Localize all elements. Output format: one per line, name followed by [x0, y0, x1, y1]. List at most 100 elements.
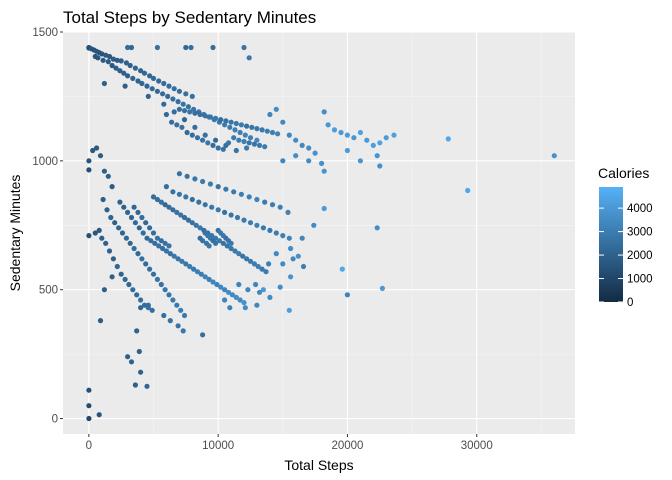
data-point: [176, 171, 182, 177]
data-point: [238, 122, 244, 128]
data-point: [149, 86, 155, 92]
data-point: [141, 70, 148, 76]
data-point: [162, 202, 168, 208]
data-point: [267, 111, 273, 118]
data-point: [135, 251, 141, 257]
data-point: [128, 214, 135, 221]
legend-ticks: 0 1000 2000 3000 4000: [599, 203, 653, 309]
data-point: [236, 281, 242, 288]
x-tick-label: 10000: [202, 440, 234, 452]
data-point: [178, 307, 184, 313]
data-point: [147, 225, 153, 231]
data-point: [246, 194, 252, 200]
data-point: [181, 214, 188, 221]
data-point: [114, 263, 120, 270]
data-point: [127, 240, 133, 246]
data-point: [228, 119, 234, 125]
data-point: [370, 142, 376, 148]
data-point: [183, 194, 189, 200]
data-point: [135, 209, 141, 215]
data-point: [267, 227, 273, 233]
data-point: [163, 248, 169, 254]
data-point: [206, 243, 212, 249]
data-point: [300, 263, 307, 270]
data-point: [377, 163, 383, 169]
data-point: [166, 292, 172, 298]
data-point: [277, 284, 283, 290]
data-point: [231, 189, 237, 195]
data-point: [106, 248, 113, 254]
data-point: [269, 129, 276, 136]
data-point: [244, 123, 250, 129]
data-point: [161, 101, 167, 107]
data-point: [192, 176, 198, 182]
data-point: [232, 127, 238, 133]
x-axis-ticks: 0 10000 20000 30000: [86, 434, 493, 452]
data-point: [123, 60, 129, 66]
data-point: [357, 158, 363, 164]
data-point: [260, 287, 266, 293]
data-point: [254, 137, 260, 143]
data-point: [134, 292, 140, 298]
legend-label: 2000: [627, 250, 653, 262]
data-point: [228, 240, 234, 246]
data-point: [176, 88, 182, 94]
data-point: [374, 153, 380, 159]
data-point: [192, 110, 198, 116]
data-point: [183, 91, 189, 97]
data-point: [339, 266, 345, 272]
data-point: [100, 196, 106, 203]
data-point: [266, 261, 272, 267]
data-point: [139, 214, 145, 221]
data-point: [229, 292, 235, 298]
data-point: [154, 44, 160, 51]
data-point: [293, 153, 299, 159]
data-point: [163, 184, 169, 190]
plot-panel: [63, 32, 575, 434]
data-point: [321, 109, 327, 115]
y-tick-label: 1500: [32, 27, 58, 39]
data-point: [188, 44, 194, 51]
data-point: [280, 119, 286, 125]
x-tick-label: 30000: [461, 440, 493, 452]
data-point: [224, 243, 230, 249]
data-point: [227, 124, 233, 130]
data-point: [242, 132, 248, 138]
data-point: [197, 225, 203, 231]
data-point: [145, 93, 151, 99]
data-point: [144, 383, 150, 389]
data-point: [193, 222, 199, 228]
data-point: [277, 204, 283, 210]
data-point: [256, 142, 263, 148]
legend-title: Calories: [598, 165, 649, 181]
data-point: [319, 160, 325, 166]
data-point: [170, 96, 176, 102]
data-point: [321, 168, 327, 174]
data-point: [247, 220, 254, 226]
data-point: [128, 44, 135, 51]
data-point: [200, 137, 206, 143]
data-point: [179, 258, 185, 264]
data-point: [158, 281, 164, 288]
data-point: [245, 287, 251, 293]
data-point: [269, 202, 276, 208]
data-point: [364, 137, 370, 143]
data-point: [244, 145, 250, 151]
data-point: [241, 44, 247, 51]
data-point: [143, 261, 149, 267]
data-point: [254, 126, 260, 132]
data-point: [136, 348, 142, 355]
data-point: [383, 135, 389, 141]
y-axis-ticks: 0 500 1000 1500: [32, 27, 63, 426]
data-point: [189, 196, 195, 203]
data-point: [104, 207, 110, 213]
data-point: [214, 281, 220, 288]
data-point: [286, 235, 292, 241]
data-point: [218, 117, 224, 123]
data-point: [231, 135, 237, 141]
data-point: [147, 266, 153, 272]
data-point: [207, 114, 213, 120]
data-point: [331, 127, 338, 133]
data-point: [240, 253, 246, 259]
data-point: [132, 382, 138, 388]
